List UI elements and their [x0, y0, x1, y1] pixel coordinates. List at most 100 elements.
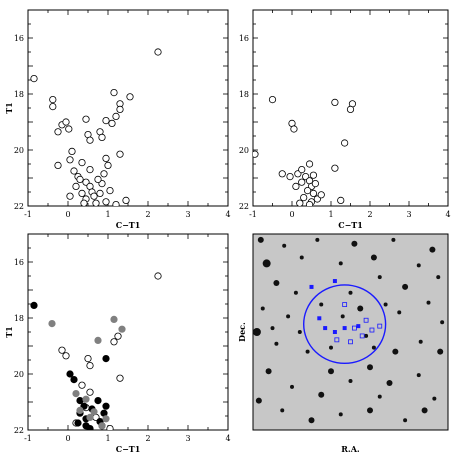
data-point: [116, 374, 124, 382]
y-tick-label: 22: [239, 202, 249, 211]
member-square-filled: [317, 316, 322, 321]
data-point: [30, 301, 38, 309]
data-point: [290, 125, 298, 133]
star: [386, 379, 393, 386]
star: [255, 397, 262, 404]
star: [397, 310, 402, 315]
data-point: [102, 402, 110, 410]
star: [426, 300, 431, 305]
data-point: [98, 133, 106, 141]
x-tick-label: 2: [145, 210, 150, 219]
member-square-filled: [356, 324, 361, 329]
panel-top-right: -1 0 1 2 3 4 16 18 20 22 C−T1: [239, 9, 451, 230]
stars: [253, 236, 445, 424]
data-point: [30, 75, 38, 83]
y-tick-label: 16: [14, 34, 24, 43]
data-point: [110, 89, 118, 97]
data-point: [100, 170, 108, 178]
data-point: [341, 139, 349, 147]
data-point: [74, 419, 82, 427]
data-point: [76, 175, 84, 183]
member-square-open: [348, 339, 353, 345]
data-point: [86, 361, 94, 370]
star: [293, 290, 298, 295]
star: [286, 314, 291, 319]
data-point: [86, 413, 94, 421]
x-axis-label: C−T1: [116, 220, 141, 230]
panel-bottom-right: R.A. Dec.: [237, 233, 449, 454]
data-point: [331, 164, 339, 172]
x-tick-label: 1: [105, 210, 110, 219]
star: [348, 290, 353, 295]
data-point: [92, 199, 100, 206]
data-point: [154, 272, 162, 280]
data-point: [102, 354, 110, 363]
star: [273, 280, 280, 286]
star: [437, 348, 444, 355]
y-tick-label: 20: [239, 146, 249, 155]
y-tick-label: 20: [14, 370, 24, 379]
data-point: [68, 147, 76, 155]
data-point: [48, 319, 56, 328]
data-point: [49, 96, 57, 104]
data-point: [62, 352, 70, 360]
star: [282, 243, 287, 248]
x-tick-label: 2: [145, 434, 150, 443]
data-point: [116, 150, 124, 158]
star: [280, 408, 285, 413]
data-point: [72, 182, 80, 190]
x-tick-label: 4: [225, 434, 230, 443]
data-point: [84, 354, 92, 363]
data-point: [296, 199, 304, 206]
data-point: [102, 154, 110, 162]
star: [318, 391, 325, 398]
x-tick-label: 3: [185, 210, 190, 219]
star: [329, 345, 333, 350]
x-tick-label: 3: [185, 434, 190, 443]
plot-frame: [27, 9, 229, 207]
data-points: [30, 48, 162, 206]
data-point: [112, 112, 120, 121]
panel-top-left: -1 0 1 2 3 4 16 18 20 22 C−T1 T1: [4, 9, 231, 230]
y-axis-label: T1: [4, 326, 14, 338]
star: [338, 261, 343, 266]
y-tick-label: 22: [14, 202, 24, 211]
data-point: [66, 156, 74, 164]
star: [348, 379, 353, 383]
data-point: [82, 422, 90, 430]
star: [308, 417, 315, 424]
member-square-open: [334, 337, 340, 343]
member-square-filled: [332, 330, 337, 334]
star: [370, 254, 377, 261]
x-tick-label: -1: [24, 210, 32, 219]
data-point: [110, 338, 118, 346]
data-point: [65, 125, 73, 133]
star: [432, 396, 437, 401]
star: [367, 364, 373, 371]
x-tick-label: 1: [105, 434, 110, 443]
data-point: [268, 96, 277, 104]
data-point: [110, 315, 118, 323]
data-point: [78, 159, 86, 167]
data-point: [76, 406, 84, 414]
y-tick-label: 20: [14, 146, 24, 155]
data-point: [58, 346, 66, 354]
data-point: [90, 408, 98, 416]
data-point: [70, 375, 78, 384]
star: [260, 306, 265, 311]
y-tick-label: 18: [14, 90, 24, 99]
data-point: [253, 150, 259, 158]
star: [429, 246, 436, 253]
star: [416, 263, 421, 268]
data-point: [114, 332, 122, 340]
data-point: [94, 175, 102, 183]
y-tick-label: 22: [14, 426, 24, 435]
y-tick-label: 16: [239, 34, 249, 43]
y-axis-label: T1: [4, 102, 14, 114]
x-tick-label: -1: [249, 210, 257, 219]
data-point: [82, 395, 90, 403]
member-square-filled: [332, 279, 337, 284]
star: [402, 283, 409, 290]
data-point: [116, 105, 124, 114]
star: [392, 348, 399, 355]
